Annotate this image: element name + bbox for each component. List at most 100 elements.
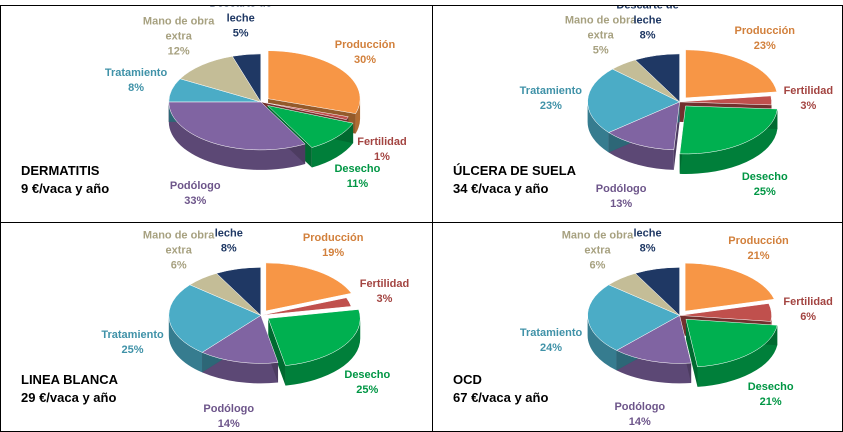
category-label: Tratamiento	[519, 326, 583, 339]
chart-panel: Producción 21% Fertilidad 6% Desecho 21% Podól…	[432, 222, 843, 432]
slice	[679, 303, 772, 322]
chart-title: LINEA BLANCA	[21, 372, 119, 387]
slice	[266, 105, 354, 148]
value-label: 14%	[217, 417, 240, 430]
category-label: Descarte de leche	[209, 6, 271, 25]
data-label: Podólogo 33%	[156, 179, 234, 209]
category-label: Fertilidad	[783, 85, 834, 98]
category-label: Mano de obra extra	[142, 15, 215, 43]
slice	[267, 309, 361, 366]
data-label: Tratamiento 23%	[512, 84, 590, 114]
category-label: Descarte de leche	[198, 223, 260, 240]
data-label: Fertilidad 6%	[769, 295, 842, 325]
category-label: Fertilidad	[359, 277, 410, 290]
value-label: 14%	[628, 416, 651, 429]
slice-side	[355, 98, 361, 134]
pie-chart	[587, 49, 778, 174]
chart-panel: Producción 23% Fertilidad 3% Desecho 25% Podól…	[432, 5, 843, 223]
chart-title: DERMATITIS	[21, 163, 100, 178]
value-label: 6%	[589, 259, 606, 272]
value-label: 23%	[753, 39, 776, 52]
data-label: Mano de obra extra 6%	[140, 228, 218, 273]
value-label: 21%	[759, 395, 782, 408]
value-label: 25%	[356, 383, 379, 396]
slice-side	[587, 315, 617, 371]
data-label: Producción 21%	[720, 234, 798, 264]
value-label: 12%	[167, 45, 190, 58]
pie-chart	[168, 50, 361, 170]
value-label: 25%	[121, 344, 144, 357]
category-label: Tratamiento	[519, 85, 583, 98]
value-label: 6%	[170, 259, 187, 272]
category-label: Desecho	[747, 380, 794, 393]
value-label: 24%	[540, 341, 563, 354]
category-label: Producción	[728, 235, 789, 248]
data-label: Fertilidad 3%	[769, 84, 842, 114]
value-label: 8%	[220, 242, 237, 255]
pie-chart	[168, 262, 361, 386]
chart-title: OCD	[453, 372, 482, 387]
slice-side	[168, 101, 306, 170]
data-label: Fertilidad 3%	[345, 277, 423, 307]
category-label: Producción	[734, 24, 796, 37]
slice	[260, 297, 352, 316]
category-label: Mano de obra extra	[561, 229, 634, 257]
data-label: Descarte de leche 8%	[190, 223, 268, 257]
slice-wall	[685, 319, 698, 387]
chart-subtitle: 67 €/vaca y año	[453, 390, 549, 405]
category-label: Mano de obra extra	[142, 229, 215, 257]
slice-side	[697, 325, 778, 387]
category-label: Desecho	[741, 170, 788, 183]
slice	[616, 315, 692, 364]
slice-side	[285, 318, 361, 386]
slice	[267, 50, 361, 114]
value-label: 8%	[639, 242, 656, 255]
value-label: 3%	[376, 292, 393, 305]
category-label: Mano de obra extra	[564, 14, 637, 42]
data-label: Desecho 11%	[318, 162, 396, 192]
slice-side	[587, 101, 609, 153]
chart-subtitle: 29 €/vaca y año	[21, 390, 117, 405]
slice-side	[679, 108, 778, 174]
value-label: 6%	[800, 311, 817, 324]
chart-subtitle: 9 €/vaca y año	[21, 181, 110, 196]
data-label: Podólogo 13%	[582, 182, 660, 212]
data-label: Producción 30%	[326, 38, 404, 68]
data-label: Desecho 21%	[732, 380, 810, 410]
value-label: 5%	[232, 27, 249, 40]
category-label: Podólogo	[203, 402, 255, 415]
data-label: Desecho 25%	[726, 170, 804, 200]
slice	[260, 101, 349, 120]
value-label: 8%	[639, 29, 656, 42]
value-label: 11%	[346, 178, 369, 191]
slice-side	[168, 315, 203, 373]
category-label: Descarte de leche	[616, 5, 679, 27]
category-label: Desecho	[334, 163, 381, 176]
chart-title: ÚLCERA DE SUELA	[453, 163, 577, 178]
slice	[265, 262, 352, 312]
category-label: Desecho	[344, 368, 391, 381]
slice	[684, 262, 775, 312]
slice	[634, 267, 680, 316]
slice	[679, 105, 778, 155]
slice	[168, 284, 262, 353]
slice	[231, 53, 262, 103]
pie-chart	[587, 262, 778, 387]
value-label: 23%	[539, 100, 562, 113]
data-label: Fertilidad 1%	[343, 135, 421, 165]
data-label: Producción 23%	[726, 24, 804, 54]
value-label: 25%	[753, 185, 776, 198]
data-label: Podólogo 14%	[190, 402, 268, 431]
slice-wall	[268, 318, 286, 386]
slice	[685, 49, 778, 99]
slice	[608, 101, 680, 151]
chart-panel: Producción 19% Fertilidad 3% Desecho 25% Podól…	[0, 222, 433, 432]
slice	[679, 95, 772, 106]
data-label: Desecho 25%	[328, 368, 406, 398]
value-label: 19%	[322, 246, 345, 259]
data-label: Tratamiento 8%	[97, 66, 175, 96]
slice	[215, 267, 262, 316]
slice	[587, 284, 681, 351]
value-label: 30%	[353, 53, 377, 66]
